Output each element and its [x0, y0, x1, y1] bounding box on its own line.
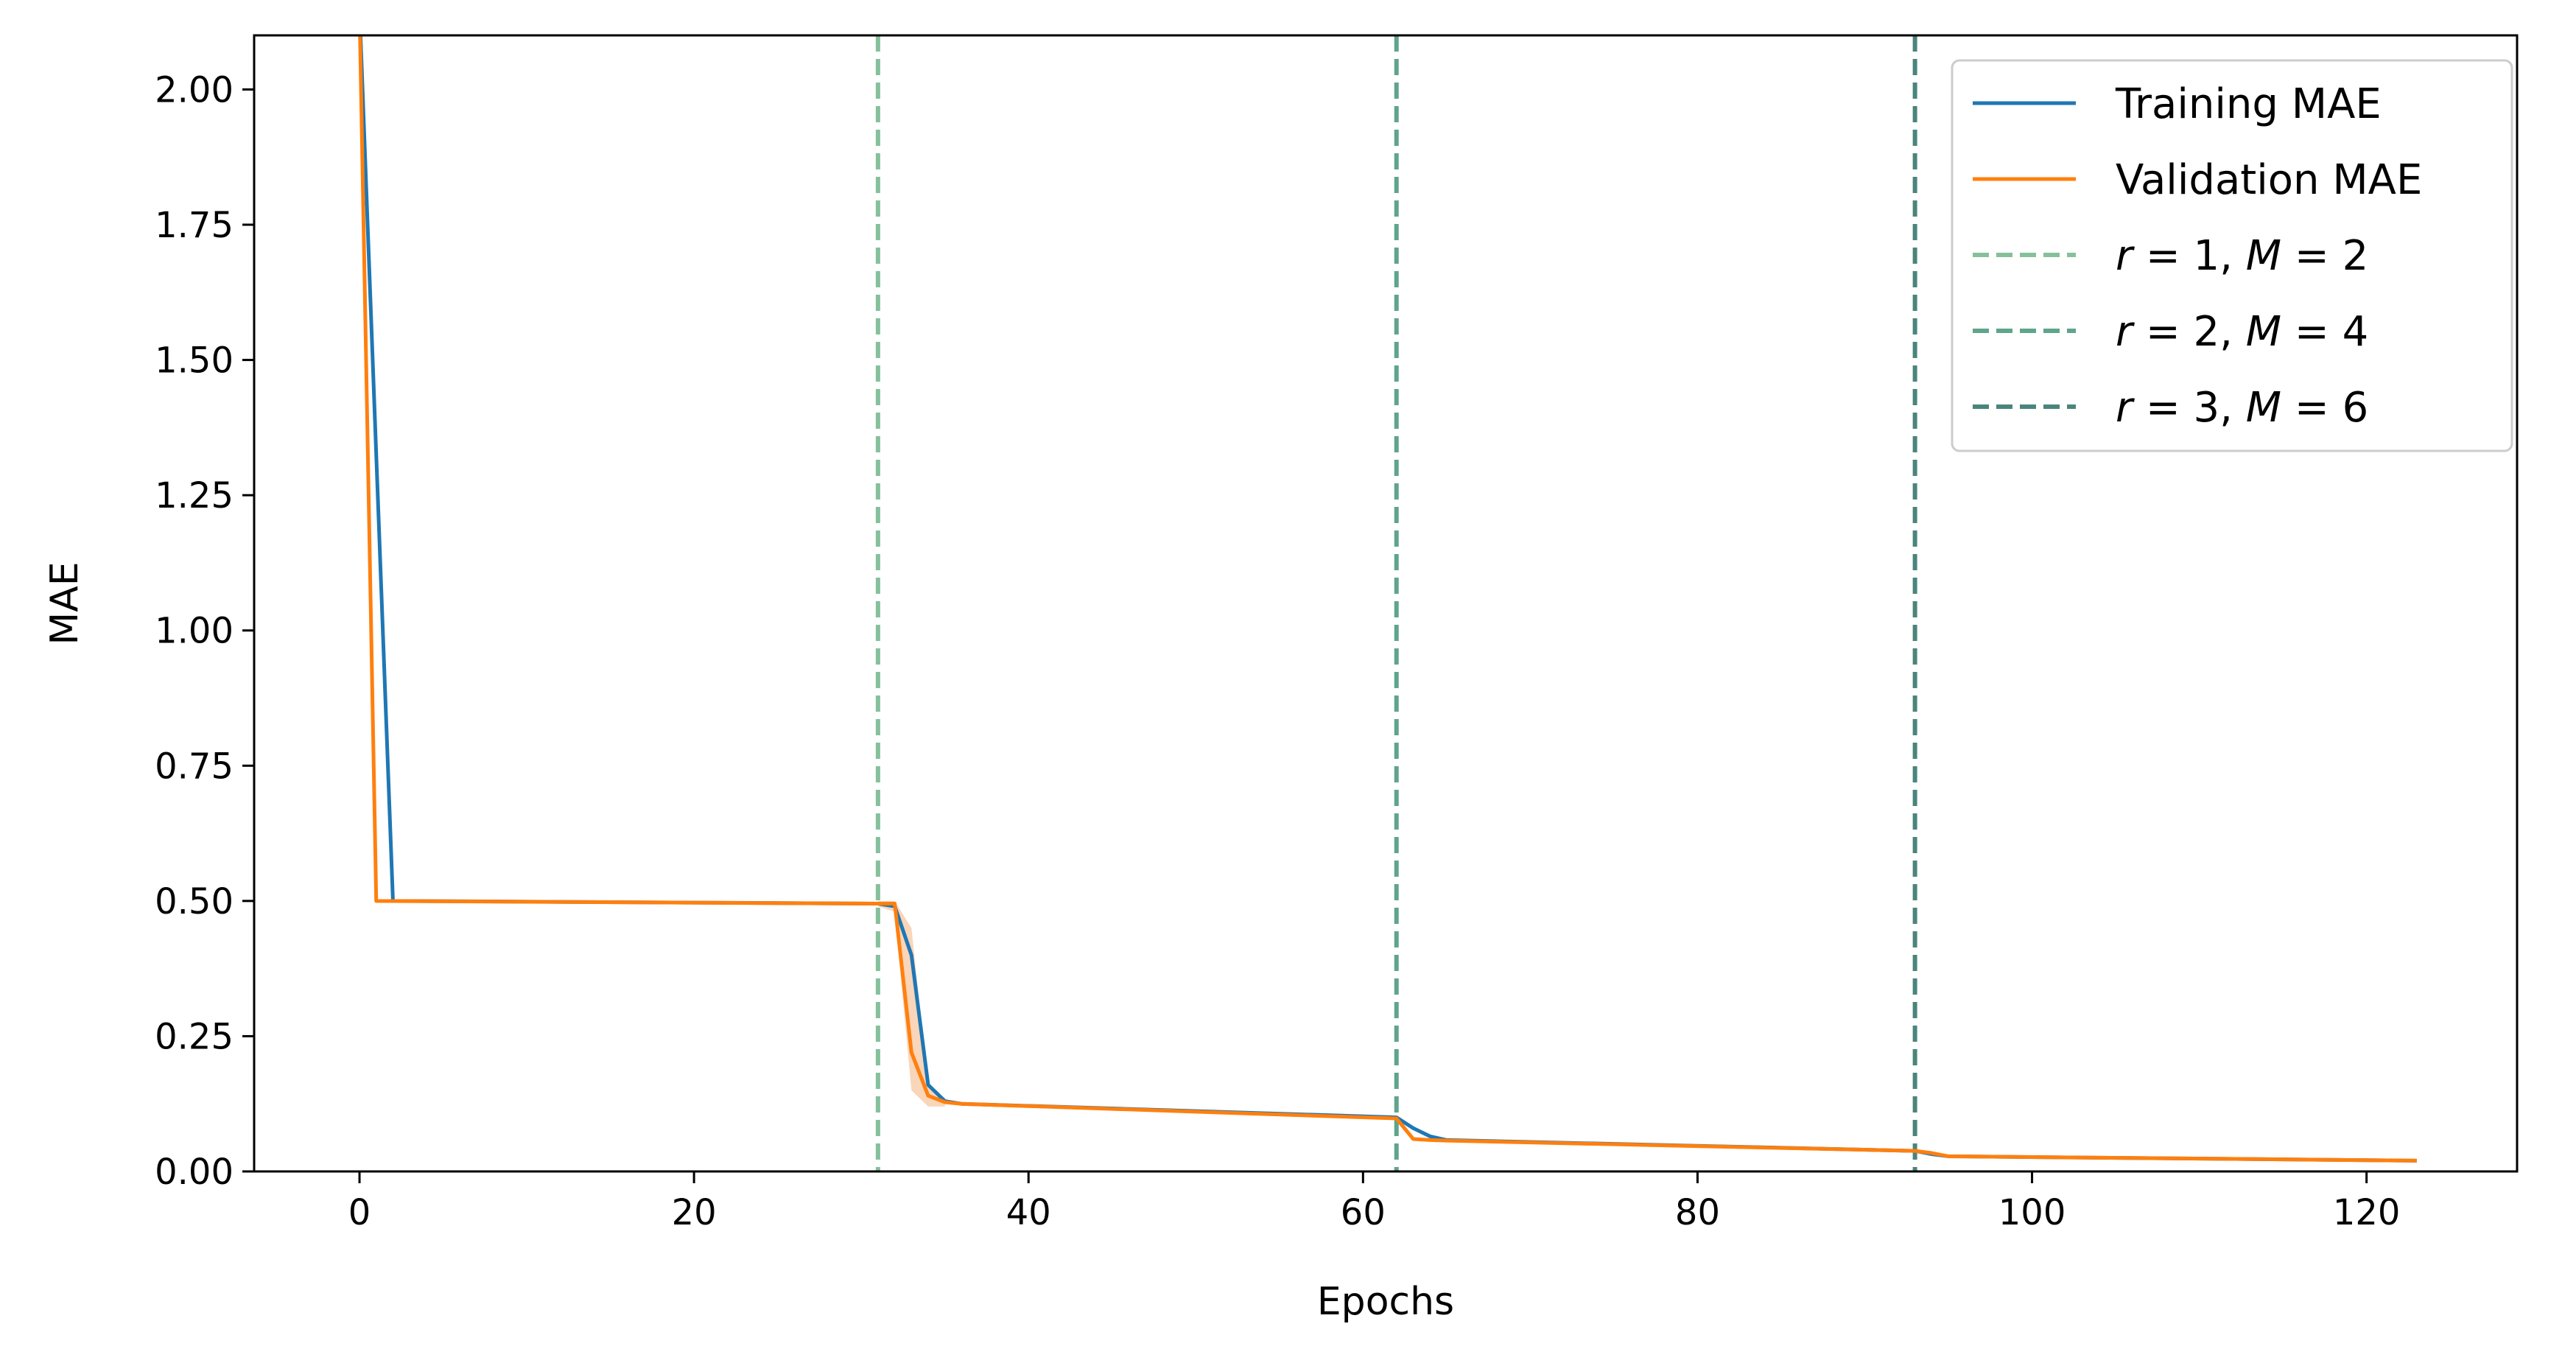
y-tick-label: 0.75 [155, 746, 234, 787]
x-axis-title: Epochs [1317, 1280, 1454, 1324]
validation-band [877, 900, 945, 1107]
legend-label: r = 3, M = 6 [2116, 384, 2368, 432]
y-axis-title: MAE [43, 561, 87, 645]
y-tick-label: 1.00 [155, 611, 234, 652]
x-tick-label: 40 [1006, 1192, 1051, 1233]
y-tick-label: 0.25 [155, 1016, 234, 1057]
x-tick-label: 100 [1998, 1192, 2066, 1233]
legend-label: r = 1, M = 2 [2116, 232, 2368, 280]
legend-label: Training MAE [2115, 80, 2382, 128]
y-tick-label: 1.25 [155, 475, 234, 516]
legend-label: r = 2, M = 4 [2116, 308, 2368, 356]
series-line-validation [358, 35, 2417, 1163]
y-tick-label: 2.00 [155, 69, 234, 111]
legend: Training MAE Validation MAE r = 1, M = 2 r … [1951, 59, 2513, 452]
plot-frame [253, 34, 2519, 1173]
x-tick-label: 120 [2333, 1192, 2401, 1233]
y-tick-label: 1.75 [155, 205, 234, 246]
x-tick-label: 20 [672, 1192, 717, 1233]
x-tick-label: 80 [1675, 1192, 1720, 1233]
y-tick-label: 0.50 [155, 881, 234, 922]
y-tick-label: 1.50 [155, 340, 234, 382]
x-tick-label: 0 [348, 1192, 371, 1233]
plot-area [358, 35, 2417, 1171]
legend-box [1951, 59, 2513, 452]
legend-label: Validation MAE [2116, 156, 2422, 204]
y-tick-label: 0.00 [155, 1152, 234, 1193]
axes: 0 20 40 60 80 100 120 0.00 0.25 0.50 0.75 1.00 1.25 1… [155, 34, 2519, 1233]
x-tick-label: 60 [1341, 1192, 1386, 1233]
